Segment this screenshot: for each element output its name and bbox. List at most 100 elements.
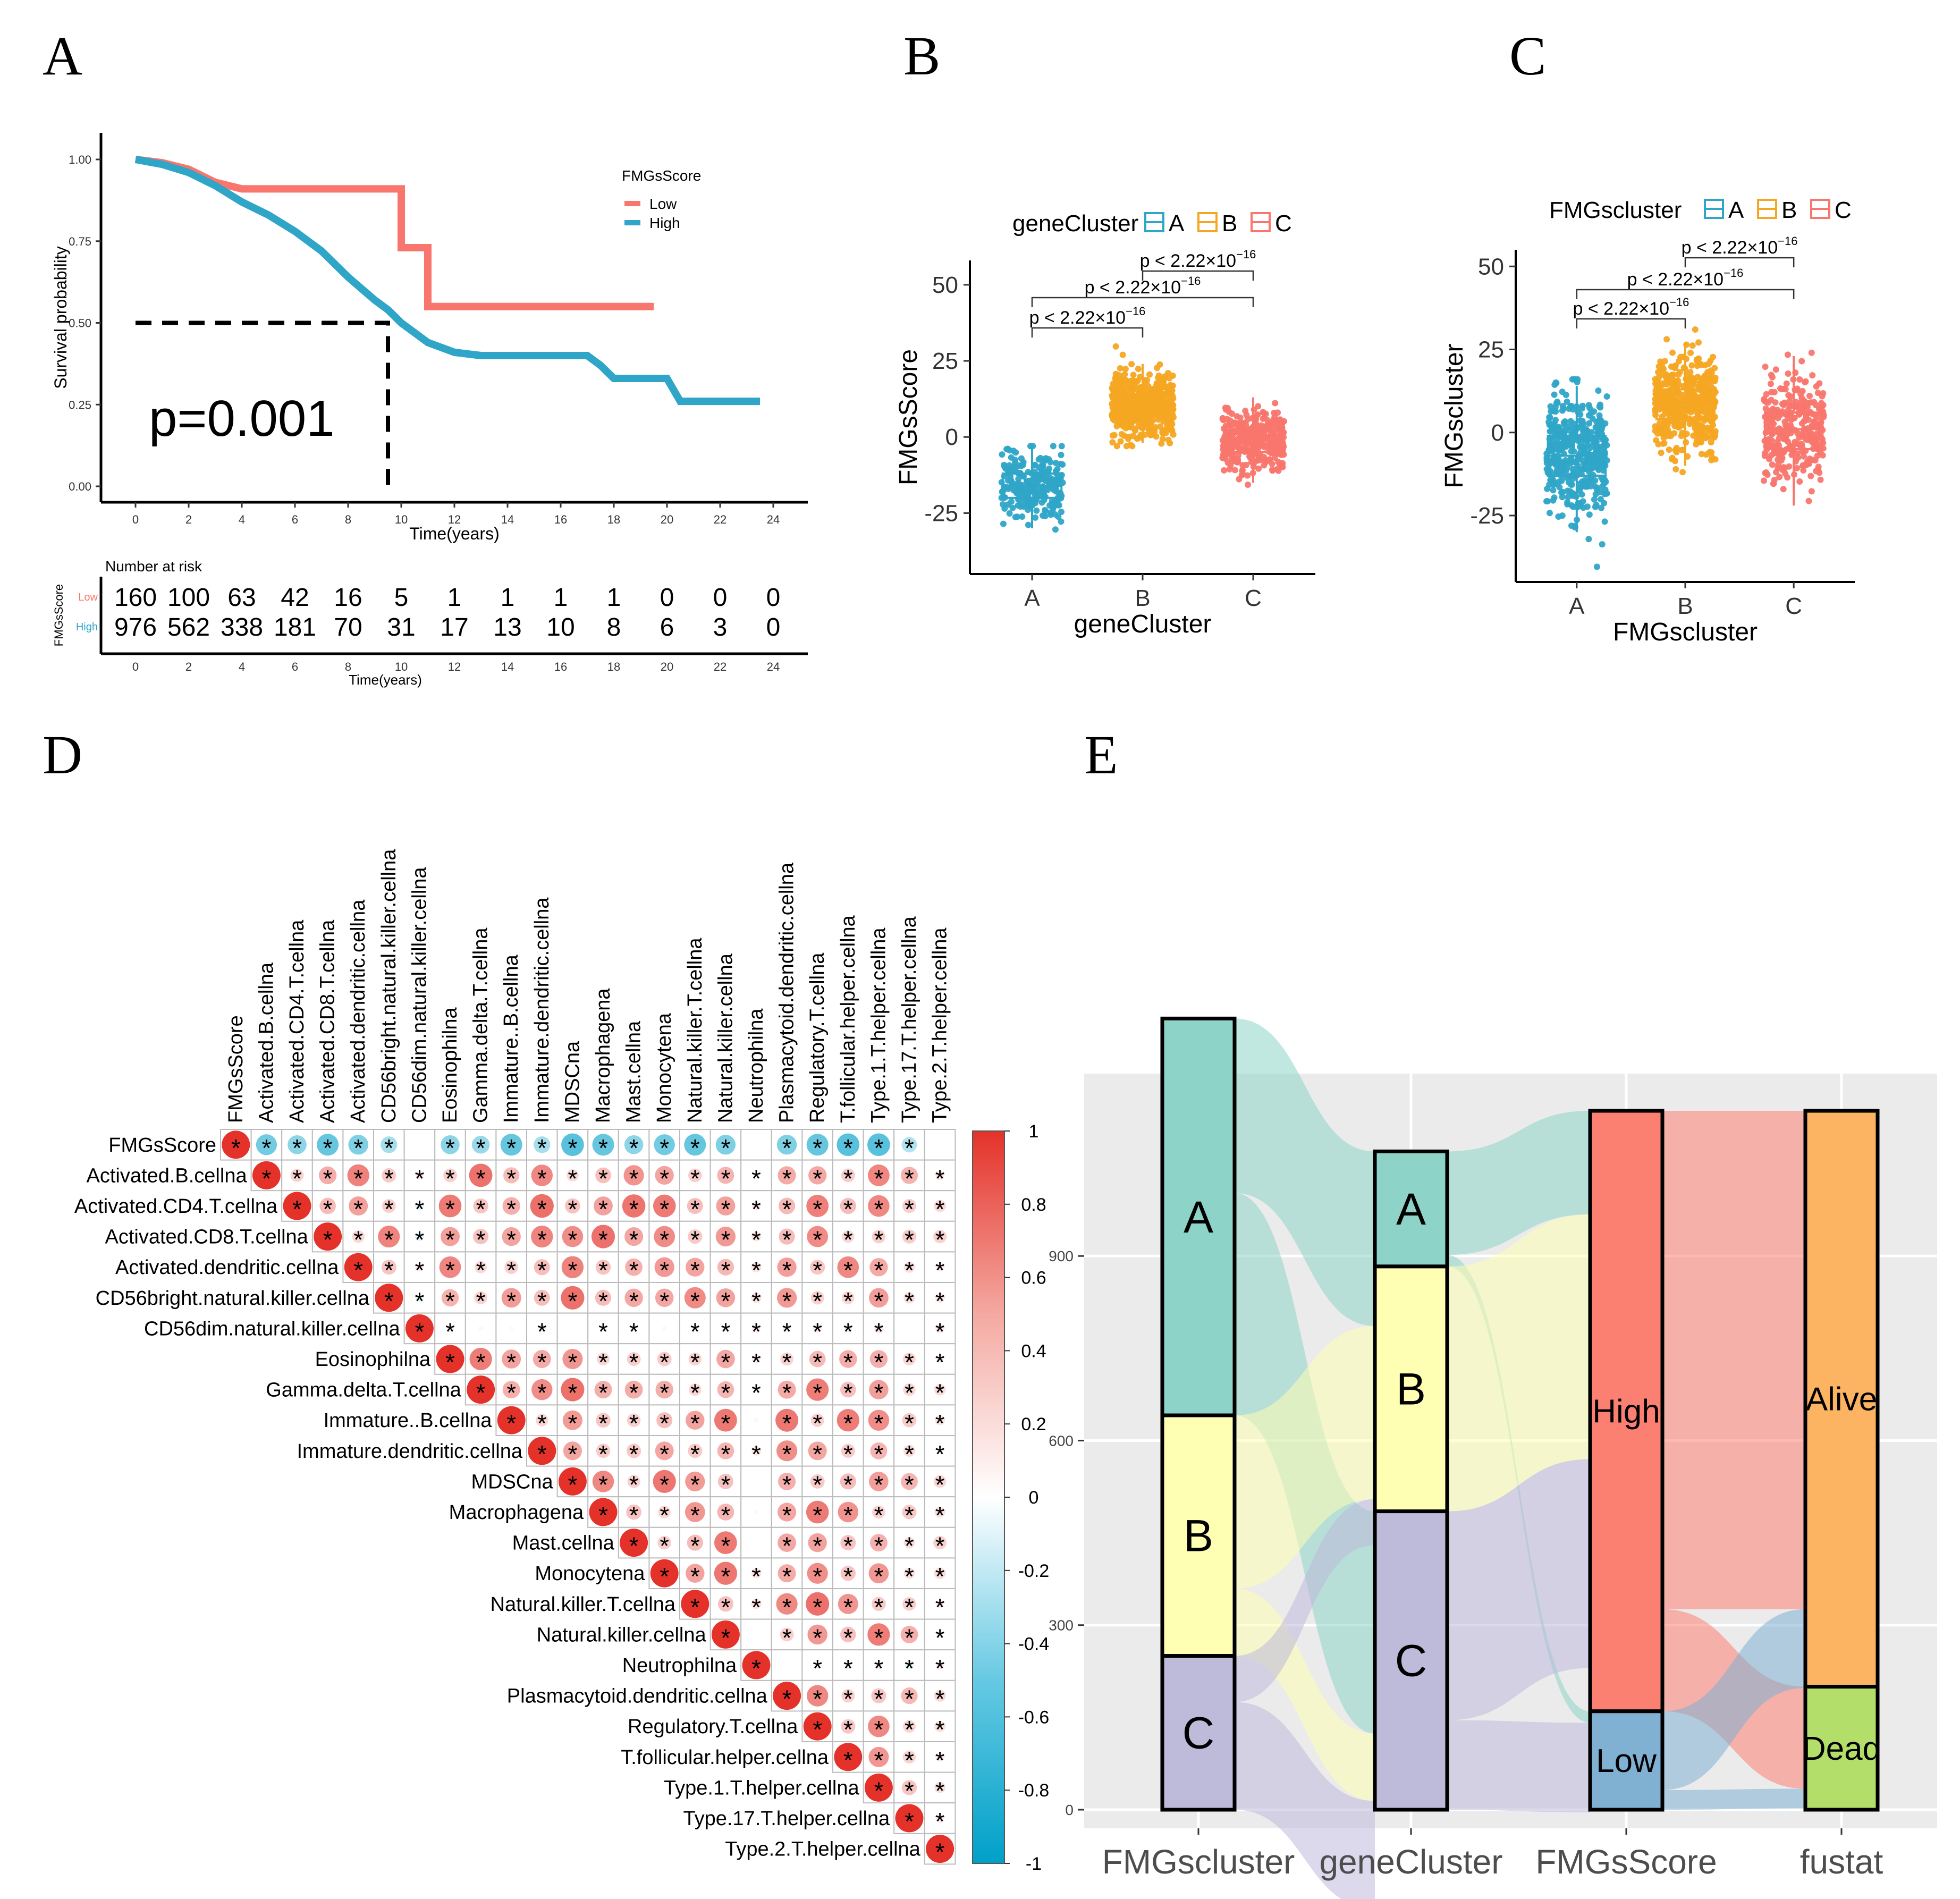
significance-mark: * [537,1440,547,1468]
significance-mark: * [537,1410,547,1437]
panel-label-c: C [1509,26,1546,87]
data-point [1560,419,1567,426]
significance-mark: * [537,1134,547,1162]
correlation-circle [901,1473,918,1490]
correlation-circle [806,1378,829,1401]
correlation-circle [901,1137,917,1153]
risk-count: 6 [660,613,674,642]
row-label: Mast.cellna [512,1532,615,1555]
correlation-circle [626,1444,641,1458]
significance-mark: * [813,1716,822,1743]
data-point [1786,463,1793,470]
correlation-circle [256,1134,277,1155]
significance-mark: * [323,1195,333,1223]
data-point [1161,373,1168,380]
correlation-circle [686,1411,705,1430]
significance-mark: * [905,1440,914,1468]
data-point [1550,487,1557,494]
correlation-circle [592,1471,614,1492]
data-point [1561,443,1568,450]
correlation-circle [501,1288,521,1308]
significance-mark: * [568,1134,577,1162]
significance-mark: * [598,1410,608,1437]
data-point [1020,461,1027,468]
significance-mark: * [568,1256,577,1284]
significance-mark: * [690,1256,700,1284]
data-point [1688,362,1695,369]
data-point [1796,478,1803,485]
significance-mark: * [629,1440,639,1468]
data-point [1235,456,1241,463]
significance-mark: * [629,1164,639,1192]
legend-label-low: Low [649,196,677,212]
significance-mark: * [874,1134,883,1162]
stratum-label-c: C [1395,1636,1427,1686]
significance-mark: * [874,1195,883,1223]
column-label: Eosinophilna [439,1007,461,1123]
correlation-circle [654,1257,674,1277]
significance-mark: * [353,1256,363,1284]
x-tick-label: B [1677,593,1693,619]
significance-mark: * [843,1593,853,1621]
data-point [1786,398,1793,405]
heatmap-cell [924,1129,956,1161]
correlation-circle [714,1408,737,1432]
significance-mark: * [874,1164,883,1192]
significance-mark: * [874,1777,883,1804]
row-label: Natural.killer.T.cellna [491,1593,676,1616]
correlation-circle [531,1164,553,1186]
correlation-circle [840,1626,856,1643]
box-b [1655,388,1716,420]
correlation-circle [778,1533,797,1552]
risk-x-tick-label: 10 [395,660,408,673]
data-point [1802,378,1809,385]
correlation-circle [381,1136,398,1153]
correlation-circle [688,1168,702,1183]
risk-count: 5 [394,584,409,612]
risk-count: 42 [281,584,309,612]
data-point [1042,455,1049,462]
correlation-circle [902,1597,916,1611]
correlation-circle [561,1256,584,1278]
data-point [1762,364,1769,370]
data-point [1601,518,1608,525]
risk-count: 1 [554,584,568,612]
data-point [1169,372,1176,379]
significance-mark: * [598,1287,608,1315]
data-point [1159,394,1165,401]
data-point [1689,342,1696,349]
correlation-circle [589,1498,618,1526]
correlation-circle [840,1197,856,1214]
significance-mark: * [935,1716,945,1743]
data-point [1693,357,1700,364]
correlation-circle [808,1533,827,1552]
data-point [1017,501,1024,508]
x-tick-label: C [1245,585,1262,611]
data-point [1598,504,1605,511]
data-point [1585,466,1592,472]
correlation-circle [314,1222,342,1251]
correlation-circle [935,1752,945,1762]
significance-mark: * [905,1777,914,1804]
significance-mark: * [598,1256,608,1284]
correlation-circle [903,1261,915,1273]
data-point [1590,464,1596,471]
correlation-circle [627,1352,641,1366]
significance-mark: * [690,1318,700,1345]
data-point [1279,463,1286,470]
data-point [1577,503,1584,510]
data-point [1569,476,1576,483]
data-point [1808,349,1815,356]
data-point [1768,415,1775,421]
significance-mark: * [598,1471,608,1498]
row-label: Type.17.T.helper.cellna [683,1808,890,1830]
box-c [1763,411,1824,450]
data-point [1670,372,1677,378]
legend-label-c: C [1275,210,1292,237]
significance-mark: * [537,1348,547,1376]
significance-mark: * [415,1164,424,1192]
data-point [1013,513,1020,520]
data-point [1000,520,1007,527]
significance-mark: * [813,1655,822,1682]
correlation-circle [834,1743,863,1771]
